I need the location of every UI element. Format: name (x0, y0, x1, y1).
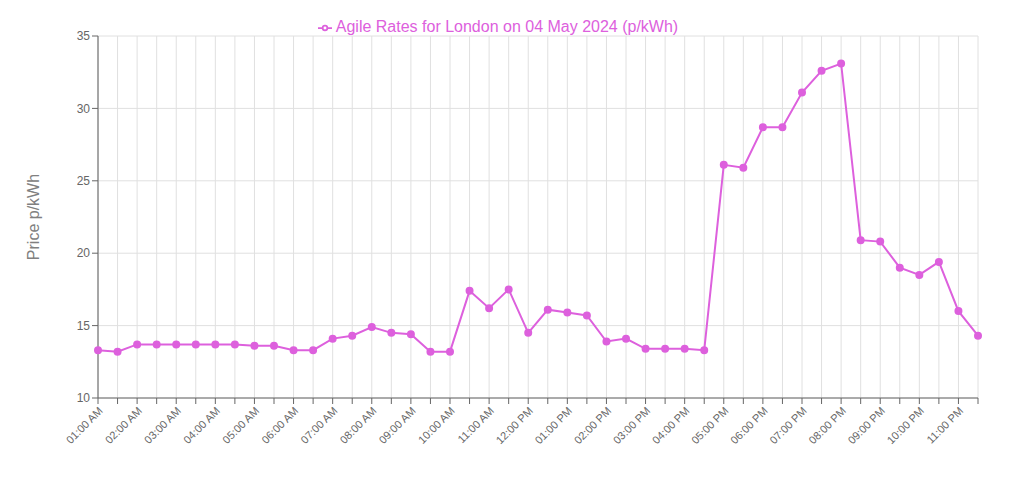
svg-text:10:00 AM: 10:00 AM (416, 404, 457, 445)
svg-text:11:00 AM: 11:00 AM (455, 404, 496, 445)
svg-text:09:00 PM: 09:00 PM (845, 404, 887, 446)
svg-text:08:00 PM: 08:00 PM (806, 404, 848, 446)
svg-text:25: 25 (77, 174, 91, 188)
html-text:Agile Rates for London on 04 M: Agile Rates for London on 04 May 2024 (p… (335, 18, 679, 35)
svg-text:10: 10 (77, 391, 91, 405)
svg-text:07:00 AM: 07:00 AM (298, 404, 339, 445)
svg-text:35: 35 (77, 29, 91, 43)
svg-text:07:00 PM: 07:00 PM (767, 404, 809, 446)
svg-text:03:00 AM: 03:00 AM (142, 404, 183, 445)
svg-text:01:00 AM: 01:00 AM (64, 404, 105, 445)
svg-text:08:00 AM: 08:00 AM (337, 404, 378, 445)
svg-text:12:00 PM: 12:00 PM (493, 404, 535, 446)
svg-text:06:00 AM: 06:00 AM (259, 404, 300, 445)
svg-text:02:00 PM: 02:00 PM (572, 404, 614, 446)
svg-text:01:00 PM: 01:00 PM (532, 404, 574, 446)
svg-text:06:00 PM: 06:00 PM (728, 404, 770, 446)
svg-text:Price p/kWh: Price p/kWh (25, 174, 42, 260)
svg-text:20: 20 (77, 246, 91, 260)
svg-text:03:00 PM: 03:00 PM (611, 404, 653, 446)
svg-text:11:00 PM: 11:00 PM (924, 404, 965, 445)
svg-text:10:00 PM: 10:00 PM (884, 404, 926, 446)
svg-text:04:00 PM: 04:00 PM (650, 404, 692, 446)
svg-text:04:00 AM: 04:00 AM (181, 404, 222, 445)
svg-text:05:00 AM: 05:00 AM (220, 404, 261, 445)
svg-text:30: 30 (77, 102, 91, 116)
svg-text:09:00 AM: 09:00 AM (376, 404, 417, 445)
svg-text:15: 15 (77, 319, 91, 333)
svg-text:05:00 PM: 05:00 PM (689, 404, 731, 446)
svg-text:02:00 AM: 02:00 AM (103, 404, 144, 445)
